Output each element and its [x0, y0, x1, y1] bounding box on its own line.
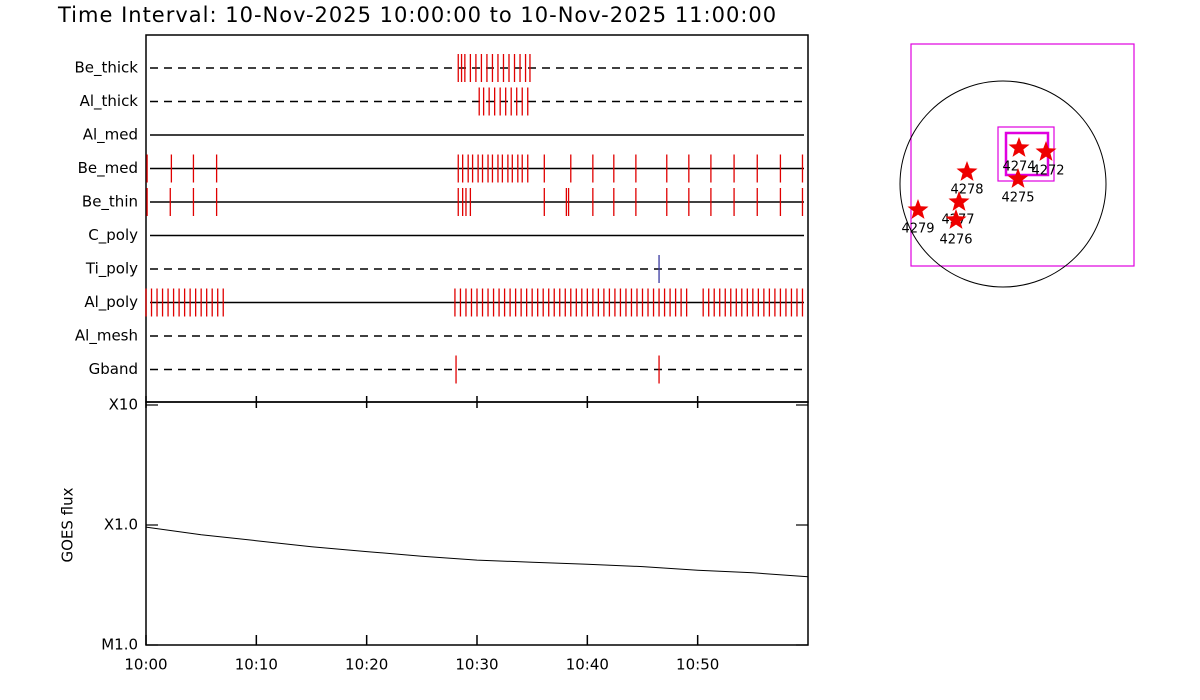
- row-label: Al_thick: [80, 92, 139, 111]
- row-label: Be_thin: [82, 193, 138, 212]
- region-label: 4274: [1002, 160, 1035, 175]
- row-label: Be_thick: [74, 59, 138, 78]
- chart-title: Time Interval: 10-Nov-2025 10:00:00 to 1…: [57, 3, 777, 27]
- row-label: Al_med: [83, 126, 138, 145]
- row-label: Gband: [89, 360, 138, 378]
- region-label: 4276: [939, 233, 972, 248]
- fov-box: [997, 126, 1055, 182]
- solar-limb: [899, 80, 1107, 288]
- region-star: [1007, 168, 1029, 188]
- goes-curve: [145, 526, 809, 578]
- region-label: 4272: [1031, 164, 1064, 179]
- region-label: 4279: [901, 222, 934, 237]
- y-tick-label: X1.0: [104, 516, 138, 534]
- sun-map: 4274427242754278427742764279: [899, 43, 1135, 288]
- x-tick-label: 10:50: [676, 656, 719, 674]
- goes-frame: [145, 401, 809, 646]
- region-star: [907, 199, 929, 219]
- row-label: Al_poly: [84, 293, 138, 312]
- row-label: C_poly: [88, 226, 138, 245]
- region-label: 4275: [1001, 191, 1034, 206]
- timeline-frame: [145, 34, 809, 403]
- region-label: 4278: [950, 183, 983, 198]
- x-tick-label: 10:20: [345, 656, 388, 674]
- region-star: [1008, 137, 1030, 157]
- region-star: [948, 191, 970, 211]
- row-label: Be_med: [78, 159, 138, 178]
- y-tick-label: M1.0: [101, 636, 138, 654]
- y-axis-label: GOES flux: [59, 487, 77, 562]
- row-label: Al_mesh: [75, 327, 138, 346]
- region-star: [1035, 141, 1057, 161]
- region-star: [945, 209, 967, 229]
- x-tick-label: 10:10: [235, 656, 278, 674]
- y-tick-label: X10: [109, 396, 138, 414]
- x-tick-label: 10:30: [455, 656, 498, 674]
- x-tick-label: 10:40: [566, 656, 609, 674]
- region-star: [956, 161, 978, 181]
- x-tick-label: 10:00: [124, 656, 167, 674]
- row-label: Ti_poly: [85, 260, 138, 279]
- fov-box: [910, 43, 1135, 267]
